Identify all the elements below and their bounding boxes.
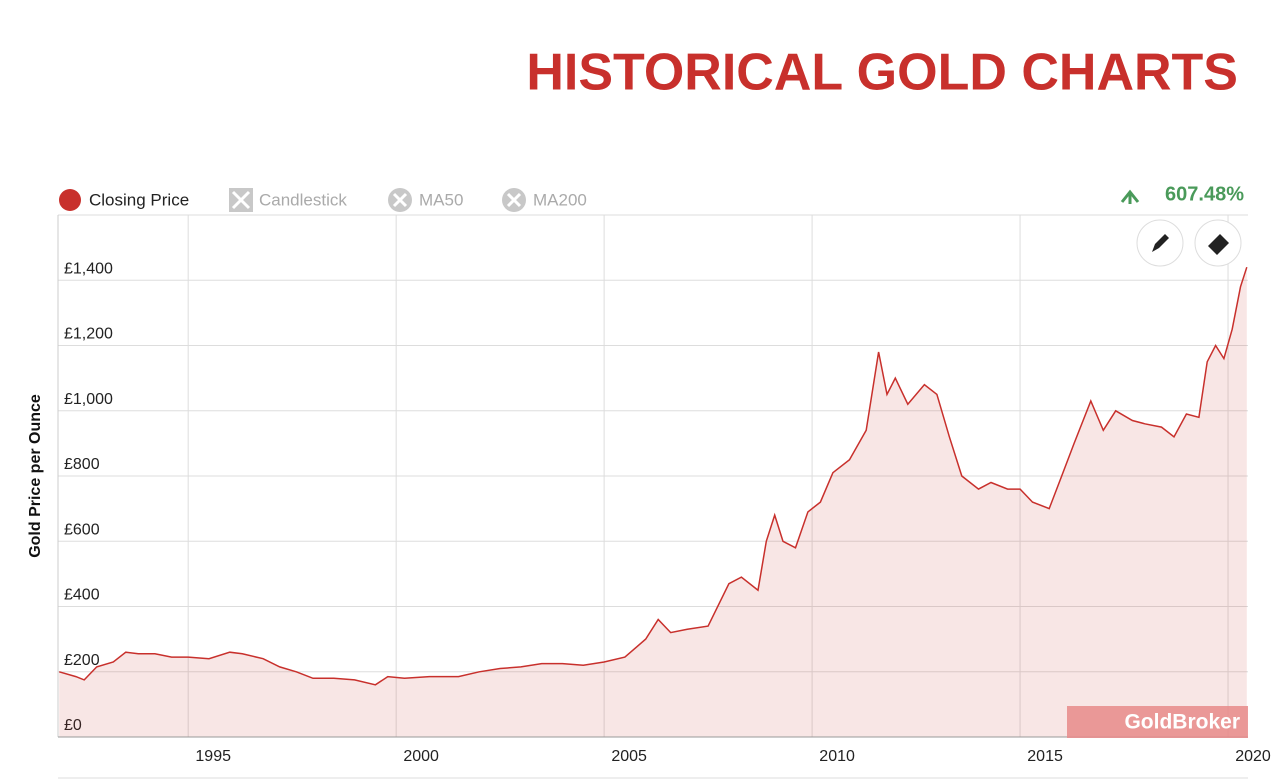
plot-area: £0 £200 £400 £600 £800 £1,000 £1,200 £1,400 1995… — [57, 214, 1271, 779]
y-tick-label: £0 — [64, 717, 82, 734]
watermark: GoldBroker — [1124, 711, 1240, 734]
legend-swatch[interactable] — [59, 189, 81, 211]
legend: Closing Price Candlestick MA50 MA200 — [59, 188, 587, 212]
chart-title: HISTORICAL GOLD CHARTS — [526, 44, 1238, 102]
toggle-icon — [392, 192, 408, 208]
eraser-icon — [1208, 234, 1229, 255]
x-tick-label: 2005 — [611, 748, 647, 765]
tools — [1136, 219, 1242, 267]
up-arrow — [1120, 189, 1140, 204]
watermark-bg — [1067, 706, 1248, 738]
y-axis-label: Gold Price per Ounce — [27, 394, 44, 558]
area — [59, 267, 1247, 737]
toggle-icon — [506, 192, 522, 208]
x-tick-label: 1995 — [195, 748, 231, 765]
toggle-icon — [231, 190, 251, 210]
x-tick-label: 2020 — [1235, 748, 1271, 765]
y-tick-label: £1,400 — [64, 260, 113, 277]
toggle-label[interactable]: Candlestick — [259, 190, 347, 209]
legend-label[interactable]: Closing Price — [89, 190, 189, 209]
x-tick-label: 2015 — [1027, 748, 1063, 765]
x-tick-label: 2010 — [819, 748, 855, 765]
y-tick-label: £1,200 — [64, 326, 113, 343]
change-label: 607.48% — [1165, 183, 1244, 205]
toggle-label[interactable]: MA50 — [419, 190, 463, 209]
pencil-icon — [1152, 234, 1169, 252]
y-tick-label: £200 — [64, 652, 100, 669]
y-tick-label: £1,000 — [64, 391, 113, 408]
y-tick-label: £600 — [64, 521, 100, 538]
y-tick-label: £800 — [64, 456, 100, 473]
line — [58, 266, 1248, 686]
toggle-label[interactable]: MA200 — [533, 190, 587, 209]
y-tick-label: £400 — [64, 587, 100, 604]
x-tick-label: 2000 — [403, 748, 439, 765]
